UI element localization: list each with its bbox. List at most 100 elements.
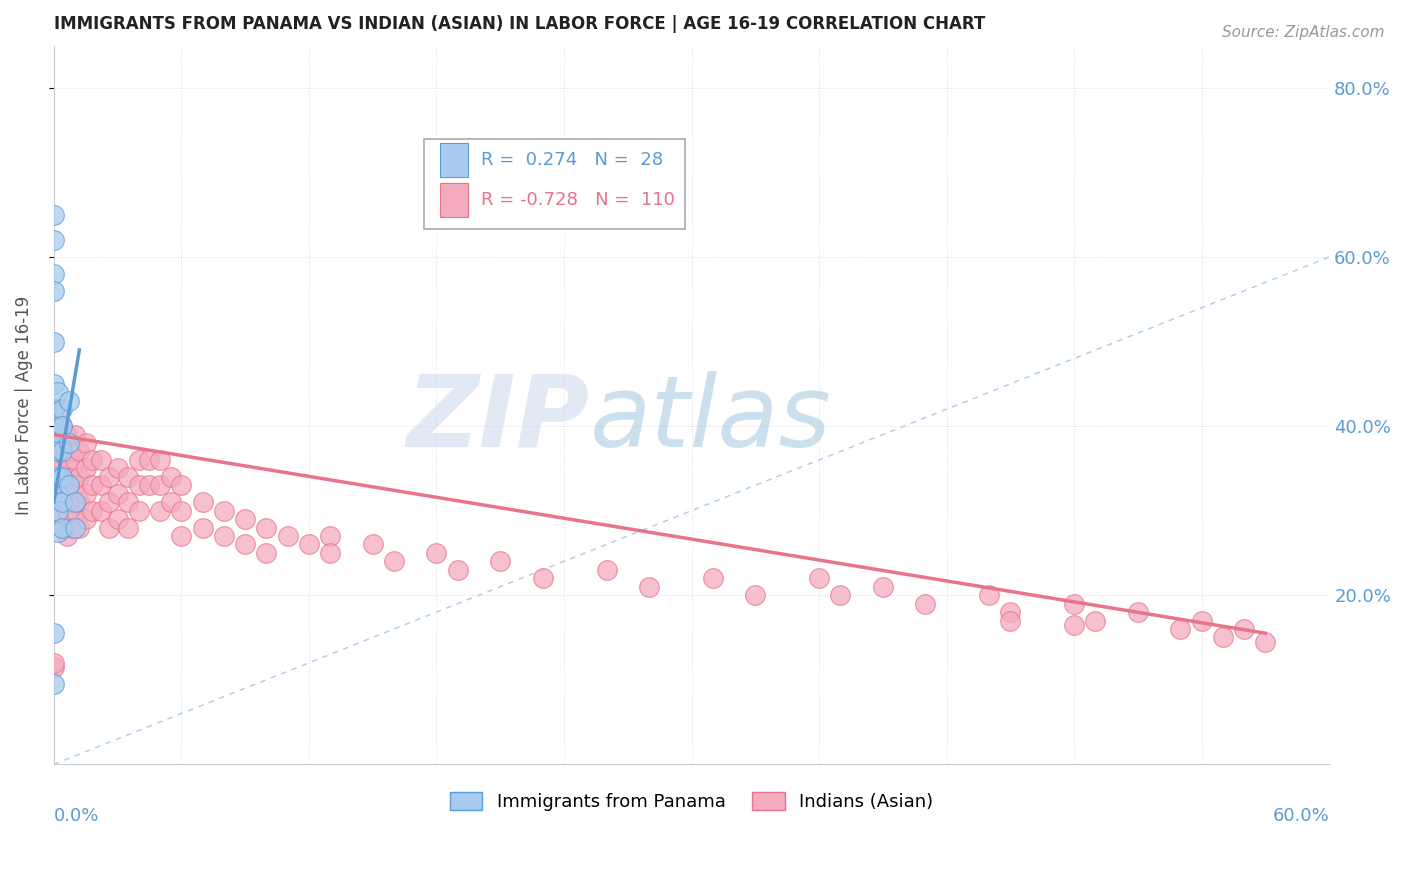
Point xyxy=(46,503,69,517)
Point xyxy=(872,580,894,594)
Point xyxy=(46,487,69,501)
Point xyxy=(42,453,65,467)
Point xyxy=(59,495,82,509)
Point xyxy=(1254,634,1277,648)
Point xyxy=(75,461,97,475)
Point xyxy=(808,571,831,585)
Point xyxy=(51,495,73,509)
Text: ZIP: ZIP xyxy=(406,371,589,467)
Point xyxy=(254,520,277,534)
Text: IMMIGRANTS FROM PANAMA VS INDIAN (ASIAN) IN LABOR FORCE | AGE 16-19 CORRELATION : IMMIGRANTS FROM PANAMA VS INDIAN (ASIAN)… xyxy=(53,15,986,33)
Point xyxy=(42,427,65,442)
Point xyxy=(42,402,65,417)
Point xyxy=(914,597,936,611)
Point xyxy=(382,554,405,568)
Point xyxy=(1212,631,1234,645)
Point xyxy=(59,470,82,484)
Point xyxy=(55,503,77,517)
Point xyxy=(233,512,256,526)
Text: 0.0%: 0.0% xyxy=(53,807,100,825)
Point xyxy=(42,656,65,670)
Point xyxy=(46,419,69,434)
Point xyxy=(55,453,77,467)
Point xyxy=(42,208,65,222)
Point xyxy=(42,376,65,391)
Point xyxy=(744,588,766,602)
Y-axis label: In Labor Force | Age 16-19: In Labor Force | Age 16-19 xyxy=(15,295,32,515)
Point xyxy=(59,444,82,458)
Point xyxy=(42,427,65,442)
Point xyxy=(42,677,65,691)
Point xyxy=(830,588,852,602)
Point xyxy=(1126,605,1149,619)
Point xyxy=(63,520,86,534)
Point xyxy=(63,495,86,509)
Point xyxy=(128,478,150,492)
Point xyxy=(149,453,172,467)
Point xyxy=(1063,597,1085,611)
Point xyxy=(42,334,65,349)
Point xyxy=(979,588,1001,602)
Point xyxy=(51,470,73,484)
Point xyxy=(149,478,172,492)
Point xyxy=(58,436,80,450)
Point xyxy=(98,470,121,484)
Text: atlas: atlas xyxy=(589,371,831,467)
Point xyxy=(42,402,65,417)
Point xyxy=(98,495,121,509)
Point xyxy=(277,529,299,543)
Point xyxy=(1191,614,1213,628)
Point xyxy=(67,470,90,484)
Point xyxy=(75,436,97,450)
Text: 60.0%: 60.0% xyxy=(1272,807,1329,825)
Point xyxy=(489,554,512,568)
Text: Source: ZipAtlas.com: Source: ZipAtlas.com xyxy=(1222,25,1385,40)
Point xyxy=(46,427,69,442)
Point xyxy=(67,444,90,458)
Point xyxy=(1084,614,1107,628)
Point xyxy=(55,478,77,492)
FancyBboxPatch shape xyxy=(423,139,685,229)
Point xyxy=(107,461,129,475)
Point xyxy=(138,453,160,467)
Point xyxy=(51,495,73,509)
Point xyxy=(90,453,112,467)
Point xyxy=(1000,605,1022,619)
Point xyxy=(58,393,80,408)
Point xyxy=(51,419,73,434)
Point xyxy=(170,503,193,517)
Point xyxy=(75,487,97,501)
Point xyxy=(128,503,150,517)
Point xyxy=(46,444,69,458)
Point xyxy=(149,503,172,517)
Point xyxy=(159,470,181,484)
Point xyxy=(319,529,342,543)
Point xyxy=(1233,622,1256,636)
Point xyxy=(82,478,104,492)
Point xyxy=(159,495,181,509)
Point xyxy=(638,580,661,594)
Point xyxy=(51,444,73,458)
Point xyxy=(90,478,112,492)
Point xyxy=(46,503,69,517)
Point xyxy=(58,478,80,492)
Point xyxy=(42,478,65,492)
Point xyxy=(702,571,724,585)
Point xyxy=(55,529,77,543)
Point xyxy=(46,470,69,484)
Point xyxy=(212,503,235,517)
Point xyxy=(117,495,139,509)
Point xyxy=(531,571,554,585)
Point xyxy=(51,470,73,484)
Point xyxy=(42,267,65,281)
FancyBboxPatch shape xyxy=(440,183,468,217)
Point xyxy=(46,402,69,417)
Point xyxy=(254,546,277,560)
Point xyxy=(42,284,65,298)
Point xyxy=(319,546,342,560)
Point xyxy=(233,537,256,551)
Point xyxy=(59,520,82,534)
Point xyxy=(42,233,65,247)
Point xyxy=(1000,614,1022,628)
Point xyxy=(98,520,121,534)
